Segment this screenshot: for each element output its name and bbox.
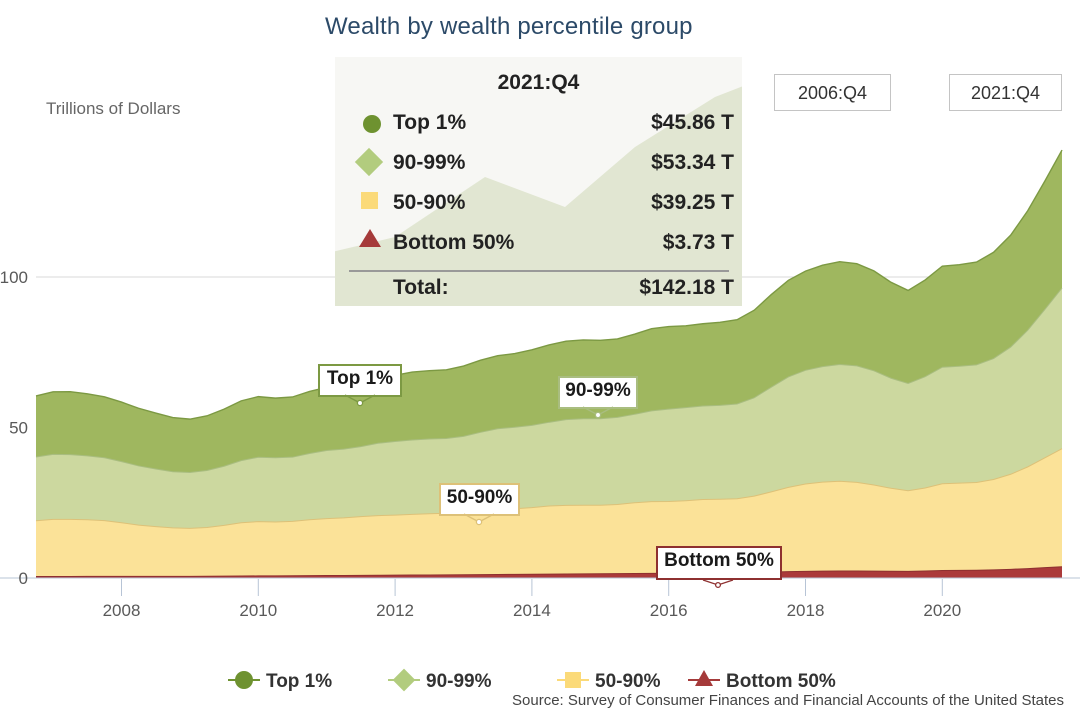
svg-text:2008: 2008 bbox=[103, 601, 141, 620]
svg-text:Top 1%: Top 1% bbox=[266, 671, 332, 692]
svg-text:Bottom 50%: Bottom 50% bbox=[726, 671, 836, 692]
svg-text:50-90%: 50-90% bbox=[595, 671, 661, 692]
svg-text:0: 0 bbox=[19, 569, 28, 588]
svg-text:2016: 2016 bbox=[650, 601, 688, 620]
svg-text:2014: 2014 bbox=[513, 601, 551, 620]
svg-text:2010: 2010 bbox=[239, 601, 277, 620]
svg-text:2018: 2018 bbox=[787, 601, 825, 620]
svg-text:50: 50 bbox=[9, 419, 28, 438]
svg-text:100: 100 bbox=[0, 268, 28, 287]
svg-text:90-99%: 90-99% bbox=[426, 671, 492, 692]
svg-text:2020: 2020 bbox=[923, 601, 961, 620]
svg-text:2012: 2012 bbox=[376, 601, 414, 620]
